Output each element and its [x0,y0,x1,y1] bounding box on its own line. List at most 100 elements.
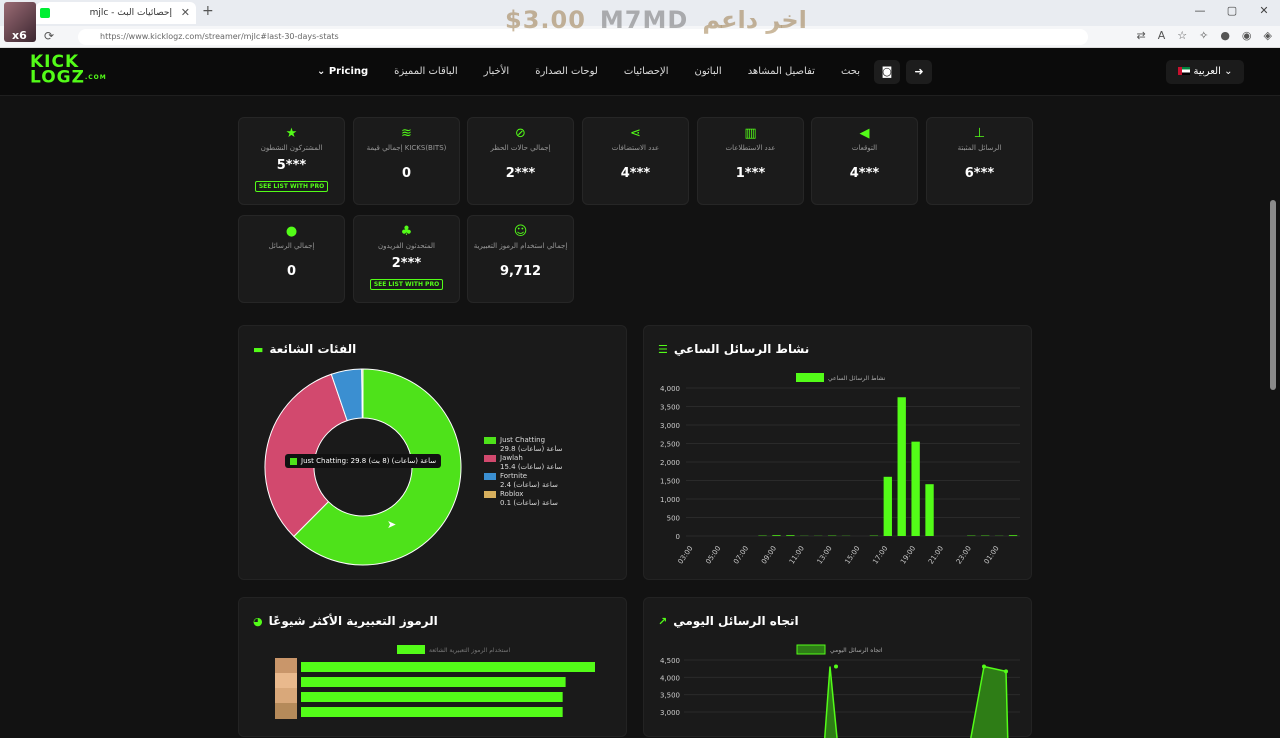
menu-item-1[interactable]: تفاصيل المشاهد [748,66,815,77]
language-select[interactable]: العربية ⌄ [1166,60,1244,84]
favicon-icon [40,8,50,18]
stat-label: الرسائل المثبتة [927,142,1032,164]
read-aloud-icon[interactable]: A [1158,29,1166,42]
x-tick-label: 01:00 [983,545,1001,566]
avatar: x6 [4,2,36,42]
bar [925,484,933,536]
legend-swatch [797,645,825,654]
y-tick-label: 3,000 [660,422,680,430]
browser-tab[interactable]: إحصائيات البث - mjlc ✕ [36,2,196,24]
emotes-bar-chart: استخدام الرموز التعبيرية الشائعة [239,598,628,738]
bar [786,535,794,536]
scrollbar[interactable] [1270,200,1276,390]
profile-icon[interactable]: ● [1220,29,1230,42]
data-point [982,665,986,669]
bar [301,677,566,687]
main-menu: بحث تفاصيل المشاهد الباثون الإحصائيات لوحات … [317,66,860,77]
see-list-pro-button[interactable]: SEE LIST WITH PRO [255,181,328,192]
y-tick-label: 1,000 [660,496,680,504]
see-list-pro-button[interactable]: SEE LIST WITH PRO [370,279,443,290]
bar [772,535,780,536]
reload-icon[interactable]: ⟳ [44,29,54,43]
stat-card: ≋إجمالي قيمة KICKS(BITS)0 [353,117,460,205]
login-icon[interactable]: ➜ [906,60,932,84]
stat-label: إجمالي استخدام الرموز التعبيرية [468,240,573,262]
stat-value: 1*** [698,166,803,181]
emote-thumbnail [275,673,297,689]
tab-title: إحصائيات البث - mjlc [90,8,172,18]
legend-swatch [796,373,824,382]
y-tick-label: 3,000 [660,709,680,717]
stat-label: عدد الاستضافات [583,142,688,164]
stat-value: 9,712 [468,264,573,279]
bar [911,442,919,536]
y-tick-label: 3,500 [660,692,680,700]
discord-icon[interactable]: ◙ [874,60,900,84]
y-tick-label: 2,500 [660,441,680,449]
legend-label: استخدام الرموز التعبيرية الشائعة [429,647,510,654]
legend-swatch [397,645,425,654]
collections-icon[interactable]: ✧ [1199,29,1208,42]
y-tick-label: 0 [676,533,680,541]
x-tick-label: 23:00 [955,545,973,566]
extension-icon[interactable]: ◉ [1242,29,1252,42]
y-tick-label: 4,000 [660,385,680,393]
stat-card: ●إجمالي الرسائل 0 [238,215,345,303]
stat-label: إجمالي الرسائل [239,240,344,262]
data-point [1004,669,1008,673]
bar [301,692,563,702]
stat-value: 2*** [354,256,459,271]
menu-item-2[interactable]: الباثون [695,66,722,77]
stat-value: 4*** [583,166,688,181]
translate-icon[interactable]: ⇄ [1136,29,1145,42]
menu-item-6[interactable]: الباقات المميزة [394,66,457,77]
chat-icon: ● [239,224,344,240]
stat-value: 0 [354,166,459,181]
menu-item-5[interactable]: الأخبار [484,66,510,77]
bar [884,477,892,536]
minimize-icon[interactable]: — [1184,0,1216,24]
copilot-icon[interactable]: ◈ [1264,29,1272,42]
poll-icon: ▥ [698,126,803,142]
stat-value: 4*** [812,166,917,181]
x-tick-label: 17:00 [871,545,889,566]
maximize-icon[interactable]: ▢ [1216,0,1248,24]
menu-item-3[interactable]: الإحصائيات [624,66,669,77]
smile-icon: ☺ [468,224,573,240]
menu-item-4[interactable]: لوحات الصدارة [535,66,598,77]
stat-card: ☺إجمالي استخدام الرموز التعبيرية 9,712 [467,215,574,303]
menu-item-7[interactable]: Pricing ⌄ [317,66,368,77]
y-tick-label: 4,000 [660,674,680,682]
window-controls: —▢✕ [1184,0,1280,24]
new-tab-icon[interactable]: + [202,3,214,19]
y-tick-label: 3,500 [660,404,680,412]
x-tick-label: 09:00 [760,545,778,566]
chart-tooltip: Just Chatting: 29.8 ساعة (ساعات) (8 بث) [285,454,441,468]
stat-label: إجمالي حالات الحظر [468,142,573,164]
y-tick-label: 4,500 [660,657,680,665]
favorite-icon[interactable]: ☆ [1177,29,1187,42]
hourly-panel: ☰نشاط الرسائل الساعي نشاط الرسائل الساعي… [643,325,1032,580]
y-tick-label: 500 [667,515,680,523]
hourly-bar-chart: نشاط الرسائل الساعي05001,0001,5002,0002,… [644,326,1033,581]
y-tick-label: 2,000 [660,459,680,467]
stat-value: 2*** [468,166,573,181]
close-window-icon[interactable]: ✕ [1248,0,1280,24]
stat-value: 0 [239,264,344,279]
x-tick-label: 13:00 [816,545,834,566]
menu-item-0[interactable]: بحث [841,66,860,77]
close-icon[interactable]: ✕ [181,6,190,19]
